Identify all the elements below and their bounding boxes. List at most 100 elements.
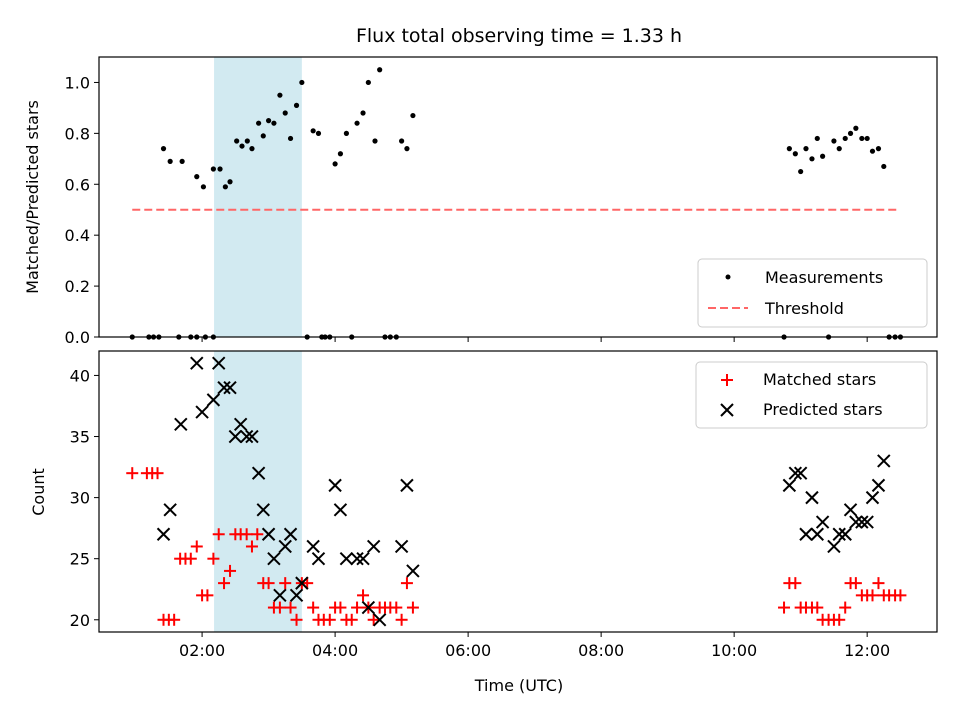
matched-point [245,540,258,553]
predicted-point [228,429,243,444]
predicted-point [212,356,226,370]
predicted-point [328,478,342,493]
matched-point [406,601,419,614]
predicted-point [311,551,326,566]
measurement-point [399,138,405,144]
measurement-point [360,110,366,116]
measurement-point [864,135,870,142]
counts-x-axis: 02:00 04:00 06:00 08:00 10:00 12:00 [179,632,890,660]
matched-point [400,577,413,590]
measurements-legend-label: Measurements [765,268,883,287]
x-tick-label: 08:00 [578,641,624,660]
plot-frame [98,56,938,338]
predicted-point [295,576,309,590]
measurement-point [210,166,216,172]
matched-point [390,601,403,614]
measurement-point [853,125,859,131]
matched-point [833,613,846,626]
matched-point [307,601,320,614]
matched-point [351,601,364,614]
predicted-point [223,380,237,395]
y-tick-label: 0.4 [65,226,90,245]
y-tick-label: 30 [70,489,90,508]
measurement-point [842,135,848,142]
ratio-y-axis-label: Matched/Predicted stars [23,100,42,294]
ratio-x-axis [201,337,868,342]
measurement-point [869,148,876,154]
threshold-legend-label: Threshold [764,299,844,318]
measurement-point [293,102,300,108]
predicted-point [865,490,880,505]
x-tick-label: 02:00 [179,641,225,660]
y-tick-label: 25 [70,550,90,569]
matched-point [290,613,303,626]
y-tick-label: 20 [70,611,90,630]
matched-legend-marker [721,374,733,386]
x-tick-label: 06:00 [445,641,491,660]
measurement-point [315,130,322,136]
predicted-point [860,515,874,529]
predicted-point [843,503,858,517]
matched-point [273,601,286,614]
matched-point [207,552,220,565]
predicted-point [406,564,420,578]
measurement-point [786,146,792,152]
measurement-point [377,67,383,73]
measurement-point [227,179,233,185]
matched-point [849,577,862,590]
measurement-point [820,153,826,159]
measurement-point [260,133,266,139]
measurement-point [814,135,820,142]
predicted-point [206,393,221,407]
predicted-point [855,515,869,529]
y-tick-label: 0.8 [65,124,90,143]
measurement-point [343,130,350,136]
predicted-point [289,588,304,603]
matched-point [151,467,164,480]
measurement-point [337,151,344,157]
predicted-point [400,478,414,493]
measurement-point [410,112,416,119]
matched-point [284,601,297,614]
y-tick-label: 0.0 [65,328,90,347]
y-tick-label: 35 [70,428,90,447]
predicted-point [394,539,409,554]
measurement-point [271,120,277,126]
ratio-panel: 0.0 0.2 0.4 0.6 0.8 1.0 Matched/Predicted sta… [23,56,938,347]
predicted-point [190,356,204,370]
measurements-legend-marker [725,274,731,280]
x-tick-label: 10:00 [711,641,757,660]
measurement-point [875,146,882,152]
predicted-point [849,515,863,529]
measurement-point [200,184,207,190]
predicted-point [333,503,348,517]
predicted-point [366,539,381,554]
predicted-point [273,588,287,603]
measurement-point [287,135,294,142]
predicted-point [156,527,171,541]
measurement-point [299,79,305,86]
predicted-point [782,478,797,493]
x-tick-label: 12:00 [844,641,890,660]
measurement-point [222,184,228,190]
matched-point [201,589,214,602]
predicted-point [233,417,248,432]
matched-point [218,577,231,590]
measurement-point [282,110,288,116]
measurement-point [332,161,338,167]
predicted-point [195,405,209,419]
matched-point [334,601,347,614]
matched-point [126,467,139,480]
predicted-point [788,466,803,480]
y-tick-label: 0.2 [65,277,90,296]
matched-point [251,528,264,541]
predicted-point [361,600,376,615]
measurement-point [244,138,250,144]
counts-legend: Matched stars Predicted stars [695,361,928,429]
matched-point [345,613,358,626]
ratio-y-axis: 0.0 0.2 0.4 0.6 0.8 1.0 [65,73,99,347]
measurement-point [310,128,316,134]
predicted-point [245,429,259,444]
matched-point [872,577,885,590]
predicted-point [283,527,298,541]
